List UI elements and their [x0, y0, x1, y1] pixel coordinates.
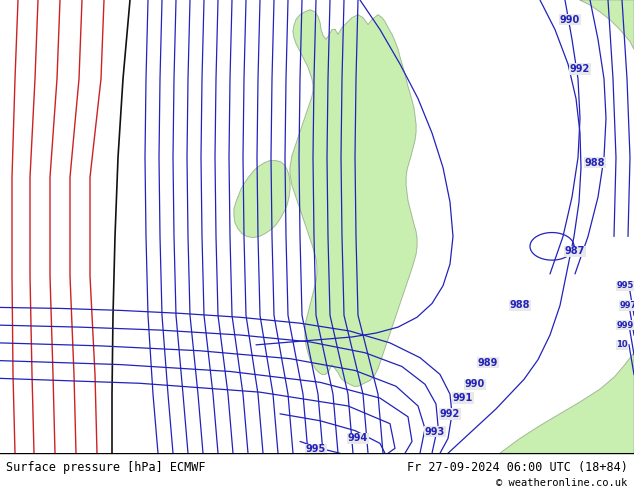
Text: Fr 27-09-2024 06:00 UTC (18+84): Fr 27-09-2024 06:00 UTC (18+84)	[407, 461, 628, 474]
Text: 994: 994	[348, 434, 368, 443]
Text: 995: 995	[616, 281, 634, 290]
Text: Surface pressure [hPa] ECMWF: Surface pressure [hPa] ECMWF	[6, 461, 206, 474]
Text: 992: 992	[570, 64, 590, 74]
Text: 989: 989	[478, 358, 498, 368]
Polygon shape	[500, 353, 634, 453]
Text: 992: 992	[440, 409, 460, 419]
Text: 995: 995	[306, 444, 326, 454]
Text: 991: 991	[453, 393, 473, 403]
Text: 993: 993	[425, 427, 445, 437]
Text: 988: 988	[585, 158, 605, 168]
Text: 997: 997	[619, 301, 634, 310]
Text: 990: 990	[465, 379, 485, 389]
Text: 988: 988	[510, 300, 530, 311]
Text: © weatheronline.co.uk: © weatheronline.co.uk	[496, 478, 628, 489]
Text: 990: 990	[560, 15, 580, 24]
Polygon shape	[580, 0, 634, 49]
Text: 10: 10	[616, 341, 628, 349]
Text: 999: 999	[616, 320, 633, 330]
Text: 987: 987	[565, 246, 585, 256]
Polygon shape	[290, 10, 417, 386]
Polygon shape	[234, 161, 290, 238]
